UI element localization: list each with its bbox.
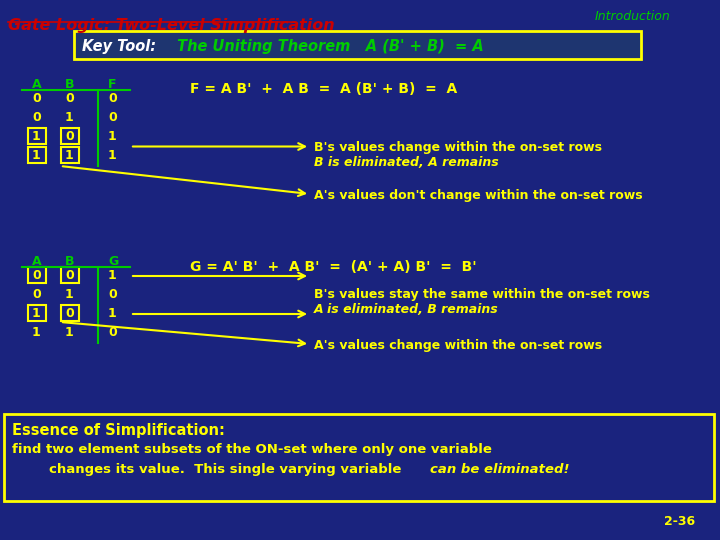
Bar (28, 128, 46, 144)
Text: 1: 1 (108, 130, 117, 143)
Text: A's values change within the on-set rows: A's values change within the on-set rows (314, 339, 602, 352)
Bar (28, 267, 46, 283)
Text: 1: 1 (65, 111, 73, 124)
Text: Essence of Simplification:: Essence of Simplification: (12, 423, 225, 438)
Text: 0: 0 (108, 92, 117, 105)
Text: 2-36: 2-36 (665, 515, 696, 528)
Text: can be eliminated!: can be eliminated! (430, 463, 570, 476)
Text: B's values change within the on-set rows: B's values change within the on-set rows (314, 141, 602, 154)
Text: Key Tool:: Key Tool: (82, 38, 156, 53)
Text: 1: 1 (65, 326, 73, 339)
Bar (28, 305, 46, 321)
Text: 1: 1 (65, 288, 73, 301)
Text: 0: 0 (32, 111, 41, 124)
Text: 1: 1 (32, 326, 41, 339)
Bar (61, 305, 79, 321)
Text: 0: 0 (65, 307, 73, 320)
Text: B: B (65, 78, 74, 91)
Text: F = A B'  +  A B  =  A (B' + B)  =  A: F = A B' + A B = A (B' + B) = A (190, 82, 457, 96)
FancyBboxPatch shape (4, 414, 714, 501)
Text: Gate Logic: Two-Level Simplification: Gate Logic: Two-Level Simplification (8, 18, 335, 33)
Bar (61, 147, 79, 163)
Text: 0: 0 (108, 288, 117, 301)
Text: B is eliminated, A remains: B is eliminated, A remains (314, 157, 499, 170)
Text: 0: 0 (65, 92, 73, 105)
Text: 1: 1 (108, 149, 117, 162)
Text: 0: 0 (32, 269, 41, 282)
Text: G: G (108, 255, 118, 268)
Text: A: A (32, 255, 42, 268)
Text: 1: 1 (65, 149, 73, 162)
Text: 1: 1 (32, 130, 41, 143)
Bar (28, 147, 46, 163)
Text: 1: 1 (32, 149, 41, 162)
Text: B: B (65, 255, 74, 268)
Text: The Uniting Theorem   A (B' + B)  = A: The Uniting Theorem A (B' + B) = A (172, 38, 484, 53)
Text: 0: 0 (32, 92, 41, 105)
Text: find two element subsets of the ON-set where only one variable: find two element subsets of the ON-set w… (12, 443, 492, 456)
Text: A: A (32, 78, 42, 91)
Text: changes its value.  This single varying variable: changes its value. This single varying v… (12, 463, 406, 476)
Text: G = A' B'  +  A B'  =  (A' + A) B'  =  B': G = A' B' + A B' = (A' + A) B' = B' (190, 260, 477, 274)
Text: B's values stay the same within the on-set rows: B's values stay the same within the on-s… (314, 288, 650, 301)
Text: A's values don't change within the on-set rows: A's values don't change within the on-se… (314, 189, 643, 202)
Text: 0: 0 (65, 269, 73, 282)
Text: 1: 1 (108, 307, 117, 320)
Text: 0: 0 (108, 326, 117, 339)
Bar (61, 267, 79, 283)
Text: A is eliminated, B remains: A is eliminated, B remains (314, 303, 499, 316)
FancyBboxPatch shape (74, 31, 641, 59)
Bar (61, 128, 79, 144)
Text: 0: 0 (32, 288, 41, 301)
Text: F: F (108, 78, 117, 91)
Text: 1: 1 (32, 307, 41, 320)
Text: 0: 0 (108, 111, 117, 124)
Text: Introduction: Introduction (595, 10, 671, 23)
Text: 0: 0 (65, 130, 73, 143)
Text: 1: 1 (108, 269, 117, 282)
